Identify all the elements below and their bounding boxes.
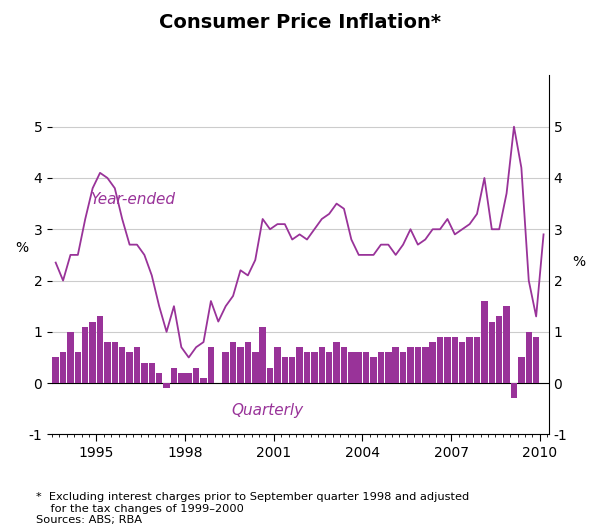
Bar — [452, 337, 458, 383]
Bar — [422, 347, 428, 383]
Bar — [89, 322, 96, 383]
Bar — [526, 332, 532, 383]
Bar — [304, 352, 310, 383]
Bar — [52, 357, 59, 383]
Bar — [377, 352, 384, 383]
Bar — [223, 352, 229, 383]
Bar — [481, 301, 488, 383]
Bar — [363, 352, 370, 383]
Bar — [385, 352, 392, 383]
Bar — [496, 316, 502, 383]
Bar — [311, 352, 317, 383]
Bar — [444, 337, 451, 383]
Bar — [185, 373, 192, 383]
Bar — [341, 347, 347, 383]
Bar — [466, 337, 473, 383]
Bar — [348, 352, 355, 383]
Bar — [230, 342, 236, 383]
Bar — [104, 342, 110, 383]
Bar — [511, 383, 517, 399]
Bar — [67, 332, 74, 383]
Bar — [149, 363, 155, 383]
Bar — [392, 347, 399, 383]
Bar — [134, 347, 140, 383]
Bar — [437, 337, 443, 383]
Bar — [259, 327, 266, 383]
Text: Consumer Price Inflation*: Consumer Price Inflation* — [159, 13, 441, 32]
Bar — [74, 352, 81, 383]
Bar — [296, 347, 303, 383]
Text: Quarterly: Quarterly — [232, 403, 304, 418]
Bar — [60, 352, 67, 383]
Bar — [156, 373, 163, 383]
Bar — [459, 342, 466, 383]
Bar — [518, 357, 524, 383]
Bar — [237, 347, 244, 383]
Bar — [252, 352, 259, 383]
Bar — [112, 342, 118, 383]
Bar — [319, 347, 325, 383]
Y-axis label: %: % — [15, 241, 28, 255]
Bar — [170, 367, 177, 383]
Bar — [370, 357, 377, 383]
Bar — [267, 367, 273, 383]
Bar — [430, 342, 436, 383]
Bar — [208, 347, 214, 383]
Bar — [334, 342, 340, 383]
Bar — [274, 347, 281, 383]
Bar — [326, 352, 332, 383]
Bar — [289, 357, 295, 383]
Bar — [141, 363, 148, 383]
Bar — [281, 357, 288, 383]
Bar — [415, 347, 421, 383]
Text: *  Excluding interest charges prior to September quarter 1998 and adjusted
    f: * Excluding interest charges prior to Se… — [36, 492, 469, 525]
Bar — [82, 327, 88, 383]
Bar — [355, 352, 362, 383]
Bar — [474, 337, 480, 383]
Bar — [127, 352, 133, 383]
Y-axis label: %: % — [572, 255, 585, 269]
Bar — [119, 347, 125, 383]
Bar — [407, 347, 414, 383]
Bar — [178, 373, 185, 383]
Bar — [533, 337, 539, 383]
Bar — [200, 378, 207, 383]
Bar — [400, 352, 406, 383]
Text: Year-ended: Year-ended — [91, 192, 175, 206]
Bar — [503, 306, 510, 383]
Bar — [97, 316, 103, 383]
Bar — [245, 342, 251, 383]
Bar — [163, 383, 170, 388]
Bar — [193, 367, 199, 383]
Bar — [488, 322, 495, 383]
